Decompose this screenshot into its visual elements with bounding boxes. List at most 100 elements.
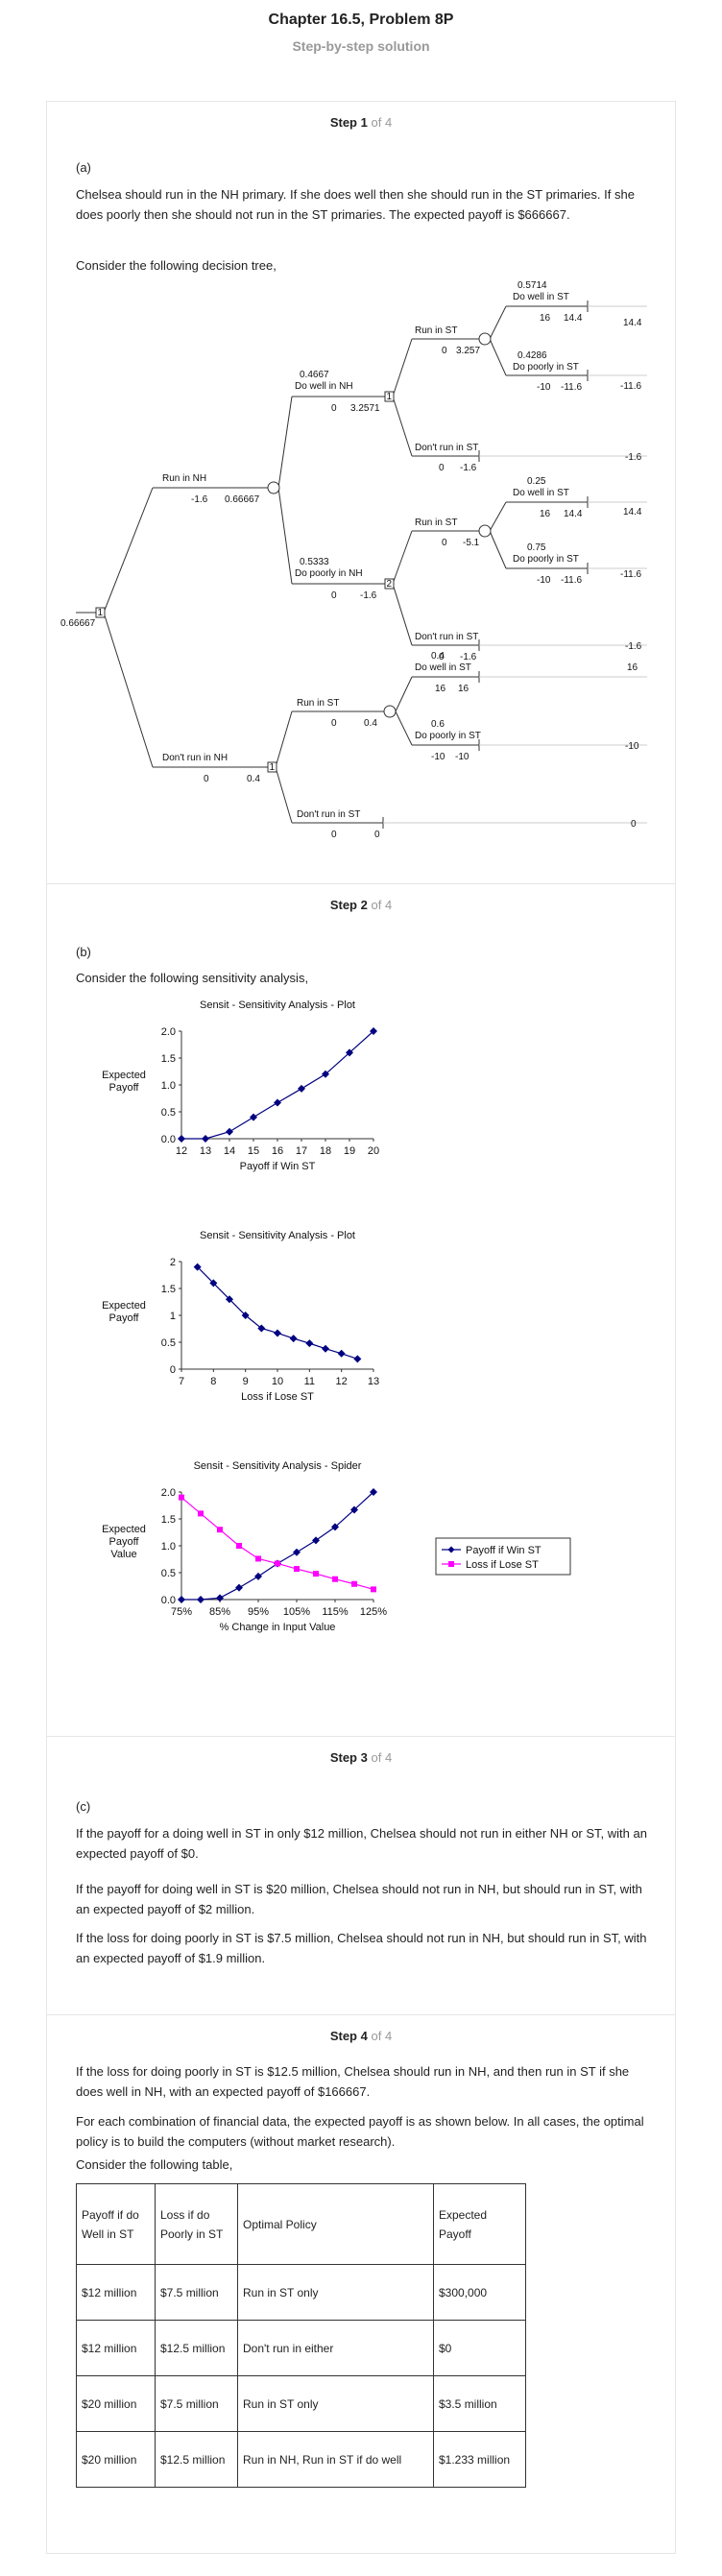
- x-tick-label: 13: [368, 1376, 379, 1387]
- svg-text:3.257: 3.257: [456, 346, 480, 356]
- table-row: $20 million $12.5 million Run in NH, Run…: [76, 2431, 526, 2488]
- tree-poor-nh: Do poorly in NH: [295, 568, 363, 579]
- svg-text:-1.6: -1.6: [625, 641, 642, 652]
- x-tick-label: 95%: [248, 1606, 269, 1618]
- step-1-paragraph-2: Consider the following decision tree,: [76, 258, 277, 273]
- y-tick-label: 0.5: [161, 1568, 176, 1579]
- svg-text:Don't run in ST: Don't run in ST: [415, 443, 478, 453]
- data-point: [250, 1113, 257, 1121]
- tree-root-value: 0.66667: [60, 618, 96, 629]
- data-point: [322, 1344, 329, 1353]
- svg-text:16: 16: [458, 684, 469, 694]
- data-point: [298, 1084, 305, 1093]
- y-tick-label: 0.0: [161, 1134, 176, 1145]
- data-point: [235, 1583, 243, 1592]
- tree-dont-run-nh: Don't run in NH: [162, 753, 228, 763]
- x-axis-label: Loss if Lose ST: [241, 1391, 314, 1403]
- x-tick-label: 10: [272, 1376, 283, 1387]
- x-tick-label: 16: [272, 1145, 283, 1157]
- decision-node-root: 1: [95, 607, 106, 618]
- step-3-heading: Step 3 of 4: [329, 1750, 393, 1765]
- table-row: $12 million $12.5 million Don't run in e…: [76, 2320, 526, 2376]
- data-point: [289, 1335, 298, 1343]
- decision-node-c: 1: [267, 761, 277, 773]
- chart-spider: Sensit - Sensitivity Analysis - Spider Ex…: [102, 1460, 571, 1633]
- svg-text:0.6: 0.6: [431, 719, 445, 730]
- svg-text:-10: -10: [537, 382, 551, 393]
- data-point: [353, 1355, 362, 1363]
- data-point: [226, 1295, 233, 1304]
- data-point: [346, 1048, 353, 1057]
- table-row: $12 million $7.5 million Run in ST only …: [76, 2264, 526, 2321]
- svg-text:0: 0: [331, 590, 337, 601]
- step-2-part: (b): [76, 945, 91, 959]
- series-line: [180, 1497, 374, 1590]
- data-point: [241, 1312, 250, 1319]
- data-point: [371, 1586, 376, 1593]
- svg-text:-10: -10: [537, 575, 551, 586]
- step-3-paragraph-1: If the payoff for a doing well in ST in …: [76, 1826, 647, 1861]
- x-tick-label: 75%: [171, 1606, 192, 1618]
- data-point: [293, 1548, 301, 1556]
- decision-node-a: 1: [384, 391, 395, 402]
- data-point: [217, 1527, 223, 1533]
- step-2-paragraph-1: Consider the following sensitivity analy…: [76, 971, 309, 985]
- data-point: [216, 1594, 224, 1602]
- svg-text:-11.6: -11.6: [620, 381, 641, 392]
- chart-payoff-win-st: Sensit - Sensitivity Analysis - Plot Expe…: [102, 999, 379, 1172]
- series-line: [197, 1266, 358, 1360]
- svg-text:0: 0: [631, 819, 637, 830]
- y-tick-label: 1.5: [161, 1284, 176, 1295]
- svg-text:-10: -10: [625, 741, 639, 752]
- x-tick-label: 7: [179, 1376, 184, 1387]
- svg-text:Run in ST: Run in ST: [415, 518, 457, 528]
- chart-title: Sensit - Sensitivity Analysis - Spider: [194, 1460, 362, 1472]
- data-point: [202, 1135, 209, 1143]
- y-tick-label: 1.5: [161, 1053, 176, 1065]
- page-title: Chapter 16.5, Problem 8P: [268, 12, 454, 28]
- data-point: [331, 1523, 339, 1531]
- step-3: Step 3 of 4 (c) If the payoff for a doin…: [47, 1737, 675, 2015]
- step-4-paragraph-3: Consider the following table,: [76, 2157, 233, 2172]
- svg-text:-5.1: -5.1: [463, 538, 480, 548]
- svg-text:3.2571: 3.2571: [350, 403, 380, 414]
- svg-text:14.4: 14.4: [564, 509, 583, 519]
- step-4-paragraph-2: For each combination of financial data, …: [76, 2114, 644, 2149]
- svg-text:Do well in ST: Do well in ST: [415, 662, 471, 673]
- svg-text:-11.6: -11.6: [561, 575, 582, 586]
- svg-text:0.4286: 0.4286: [517, 350, 547, 361]
- x-tick-label: 11: [304, 1376, 315, 1387]
- legend: [435, 1537, 571, 1576]
- svg-text:14.4: 14.4: [564, 313, 583, 324]
- data-point: [178, 1596, 185, 1603]
- y-tick-label: 1: [170, 1311, 176, 1322]
- tree-run-nh: Run in NH: [162, 473, 206, 484]
- data-point: [294, 1566, 300, 1573]
- svg-text:-11.6: -11.6: [620, 569, 641, 580]
- svg-text:Don't run in ST: Don't run in ST: [415, 632, 478, 642]
- x-axis-label: Payoff if Win ST: [240, 1161, 316, 1172]
- page-subtitle: Step-by-step solution: [292, 38, 430, 54]
- step-1-part: (a): [76, 160, 91, 175]
- chart-title: Sensit - Sensitivity Analysis - Plot: [200, 999, 355, 1011]
- y-tick-label: 0.5: [161, 1337, 176, 1349]
- step-4-paragraph-1: If the loss for doing poorly in ST is $1…: [76, 2064, 630, 2099]
- step-1: Step 1 of 4 (a) Chelsea should run in th…: [47, 102, 675, 884]
- policy-table: Payoff if do Well in ST Loss if do Poorl…: [76, 2183, 526, 2488]
- svg-text:-11.6: -11.6: [561, 382, 582, 393]
- svg-text:0: 0: [204, 774, 209, 784]
- x-axis-label: % Change in Input Value: [220, 1622, 336, 1633]
- data-point: [370, 1488, 377, 1496]
- y-tick-label: 1.0: [161, 1541, 176, 1553]
- data-point: [226, 1127, 233, 1136]
- y-tick-label: 2.0: [161, 1026, 176, 1038]
- table-header-row: Payoff if do Well in ST Loss if do Poorl…: [76, 2183, 526, 2265]
- x-tick-label: 15: [248, 1145, 259, 1157]
- svg-text:Do poorly in ST: Do poorly in ST: [513, 362, 579, 373]
- svg-text:0: 0: [331, 830, 337, 840]
- svg-text:16: 16: [540, 313, 551, 324]
- chart-title: Sensit - Sensitivity Analysis - Plot: [200, 1230, 355, 1241]
- y-tick-label: 0.0: [161, 1595, 176, 1606]
- data-point: [257, 1324, 266, 1333]
- chance-node-b: [478, 524, 492, 538]
